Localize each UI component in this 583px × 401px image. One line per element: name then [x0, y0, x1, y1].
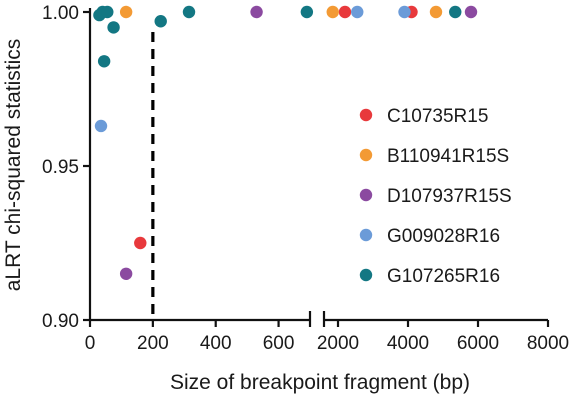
data-point — [250, 5, 263, 19]
x-tick-label: 8000 — [527, 333, 569, 354]
data-point — [398, 5, 411, 19]
data-point — [134, 236, 147, 250]
legend-marker — [359, 228, 373, 242]
data-points-layer — [93, 5, 478, 280]
data-point — [351, 5, 364, 19]
legend-label: G107265R16 — [387, 266, 500, 287]
legend: C10735R15 B110941R15S D107937R15S G009028R1… — [359, 106, 512, 287]
y-tick-label: 0.90 — [42, 311, 79, 332]
x-axis-title: Size of breakpoint fragment (bp) — [170, 371, 470, 394]
data-point — [338, 5, 352, 19]
legend-label: D107937R15S — [387, 186, 512, 207]
x-tick-label: 6000 — [457, 333, 499, 354]
data-point — [94, 119, 108, 133]
legend-marker — [359, 108, 373, 122]
data-point — [119, 267, 133, 280]
x-tick-label: 400 — [200, 333, 232, 354]
data-point — [464, 5, 478, 19]
x-tick-label: 4000 — [387, 333, 429, 354]
y-tick-label: 0.95 — [42, 157, 79, 178]
data-point — [107, 21, 120, 34]
data-point — [101, 5, 114, 19]
legend-marker — [359, 188, 373, 202]
x-tick-label: 0 — [85, 333, 96, 354]
data-point — [154, 15, 167, 28]
data-point — [326, 5, 339, 19]
x-tick-label: 200 — [137, 333, 169, 354]
data-point — [182, 5, 196, 19]
legend-label: B110941R15S — [387, 146, 509, 167]
x-tick-label: 600 — [263, 333, 295, 354]
x-tick-label: 2000 — [317, 333, 359, 354]
data-point — [300, 5, 314, 19]
axes-layer: 0.90 0.95 1.00 0 200 400 600 2000 4000 6000 8000 — [42, 3, 569, 354]
data-point — [429, 5, 443, 19]
legend-marker — [359, 268, 373, 282]
y-tick-label: 1.00 — [42, 3, 79, 24]
legend-label: G009028R16 — [387, 226, 500, 247]
data-point — [97, 55, 111, 68]
data-point — [449, 5, 462, 19]
legend-label: C10735R15 — [387, 106, 488, 127]
data-point — [119, 5, 133, 19]
y-axis-title: aLRT chi-squared statistics — [2, 39, 25, 292]
legend-marker — [359, 148, 373, 162]
